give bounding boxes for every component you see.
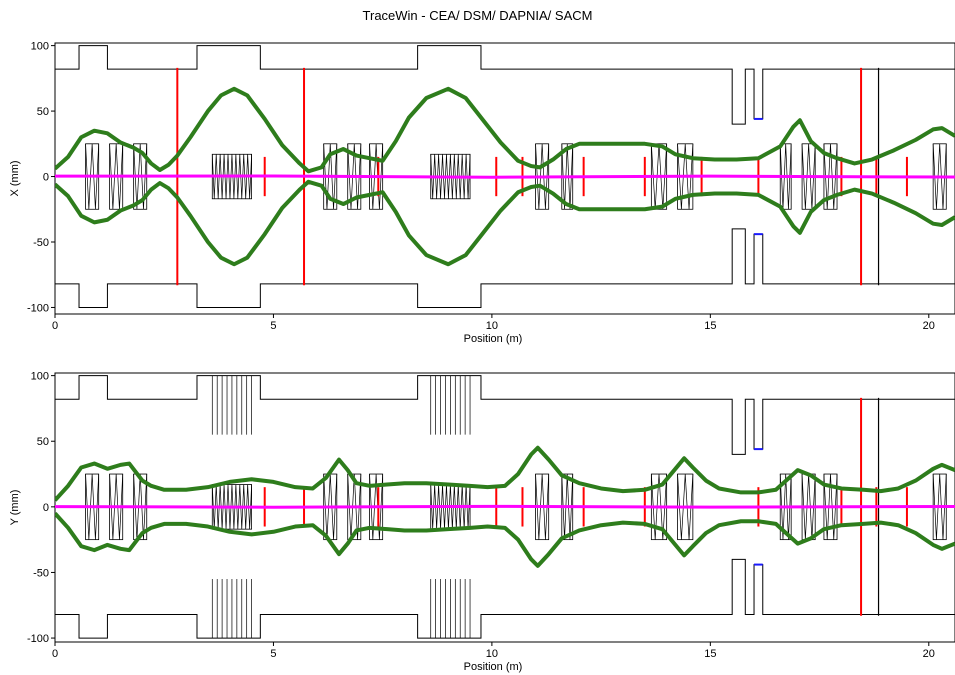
quadrupole-zigzag (347, 143, 362, 210)
beam-centroid (55, 174, 955, 179)
y-tick-label: -50 (33, 237, 49, 249)
quadrupole-zigzag (779, 474, 792, 540)
envelope-upper (55, 86, 955, 174)
quadrupole-zigzag (651, 143, 667, 210)
x-tick-label: 15 (704, 648, 716, 660)
x-tick-label: 15 (704, 320, 716, 332)
plot-area (55, 375, 955, 639)
y-tick-label: -50 (33, 567, 49, 579)
y-tick-label: -100 (27, 302, 49, 314)
y-axis-label: X (mm) (9, 160, 21, 196)
envelope-lower (55, 512, 955, 568)
y-tick-label: 50 (37, 106, 49, 118)
quadrupole-zigzag (779, 143, 792, 210)
aperture-upper (55, 45, 955, 125)
quadrupole-zigzag (109, 474, 124, 540)
y-axis-label: Y (mm) (9, 490, 21, 526)
x-tick-label: 20 (923, 648, 935, 660)
quadrupole-zigzag (369, 474, 384, 540)
quadrupole-zigzag (823, 474, 838, 540)
y-tick-label: -100 (27, 633, 49, 645)
x-tick-label: 5 (270, 648, 276, 660)
x-tick-label: 0 (52, 320, 58, 332)
quadrupole-zigzag (677, 474, 694, 540)
quadrupole-zigzag (823, 143, 838, 210)
quadrupole-zigzag (109, 143, 124, 210)
quadrupole-zigzag (561, 474, 574, 540)
x-envelope-panel: -100 -50 0 50 100 0 5 10 15 20 Position (m) X (mm) (9, 41, 955, 345)
quadrupole-zigzag (535, 474, 550, 540)
y-tick-label: 50 (37, 436, 49, 448)
y-tick-label: 0 (43, 172, 49, 184)
plot-area (55, 45, 955, 308)
cavity-zigzag (211, 484, 252, 530)
aperture-lower (55, 558, 955, 639)
quadrupole-zigzag (323, 143, 338, 210)
y-envelope-panel: -100 -50 0 50 100 0 5 10 15 20 Position (m) Y (mm) (9, 371, 955, 673)
beam-centroid (55, 504, 955, 509)
envelope-lower (55, 179, 955, 267)
y-tick-label: 100 (31, 41, 49, 53)
x-axis-label: Position (m) (464, 333, 523, 345)
quadrupole-zigzag (347, 474, 362, 540)
x-tick-label: 0 (52, 648, 58, 660)
plot-frame (54, 42, 955, 315)
quadrupole-zigzag (801, 143, 816, 210)
quadrupole-zigzag (651, 474, 667, 540)
x-axis-label: Position (m) (464, 661, 523, 673)
quadrupole-zigzag (133, 143, 148, 210)
plot-title: TraceWin - CEA/ DSM/ DAPNIA/ SACM (362, 8, 593, 23)
x-tick-label: 5 (270, 320, 276, 332)
cavity-zigzag (430, 154, 471, 199)
cavity-zigzag (211, 154, 252, 199)
quadrupole-zigzag (369, 143, 384, 210)
aperture-lower (55, 228, 955, 308)
x-tick-label: 10 (486, 320, 498, 332)
envelope-upper (55, 445, 955, 502)
x-tick-label: 10 (486, 648, 498, 660)
quadrupole-zigzag (932, 474, 947, 540)
x-tick-label: 20 (923, 320, 935, 332)
quadrupole-zigzag (85, 143, 100, 210)
quadrupole-zigzag (932, 143, 947, 210)
y-tick-label: 0 (43, 502, 49, 514)
y-tick-label: 100 (31, 371, 49, 383)
aperture-upper (55, 375, 955, 455)
quadrupole-zigzag (677, 143, 694, 210)
quadrupole-zigzag (561, 143, 574, 210)
quadrupole-zigzag (133, 474, 148, 540)
quadrupole-zigzag (85, 474, 100, 540)
